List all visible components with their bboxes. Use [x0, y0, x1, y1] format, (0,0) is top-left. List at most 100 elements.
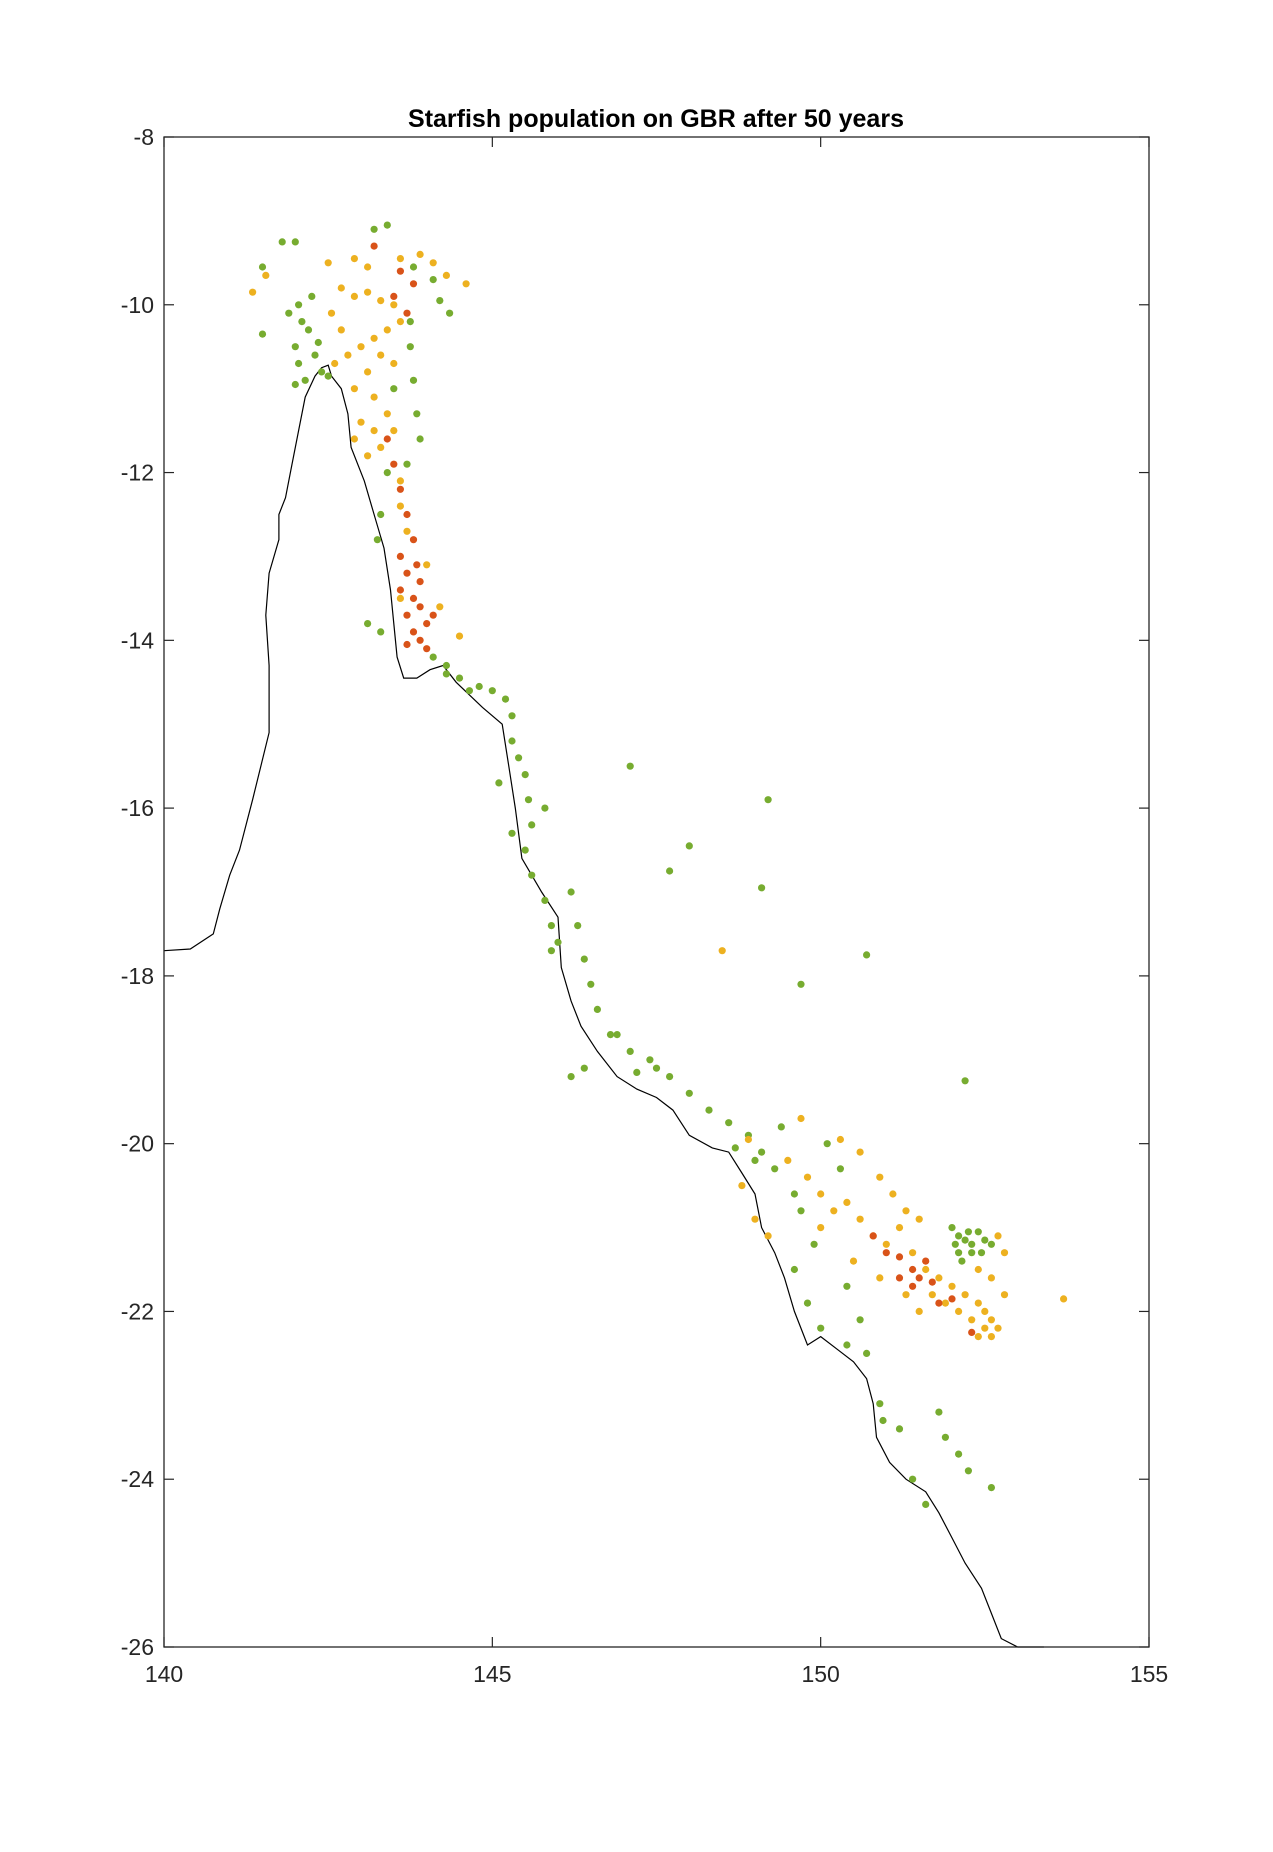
data-point-red [409, 628, 418, 636]
data-point-yellow [941, 1299, 950, 1307]
data-point-green [587, 980, 595, 988]
data-point-green [413, 410, 421, 418]
coastline [163, 364, 1044, 1648]
data-point-green [646, 1056, 654, 1064]
data-point-green [626, 762, 634, 770]
data-point-green [567, 888, 575, 896]
chart-title: Starfish population on GBR after 50 year… [408, 105, 904, 133]
data-point-yellow [390, 301, 398, 309]
data-point-yellow [856, 1215, 864, 1223]
data-point-yellow [843, 1198, 851, 1206]
data-point-yellow [1060, 1295, 1068, 1303]
data-point-red [403, 569, 411, 577]
data-point-green [409, 376, 418, 384]
data-point-yellow [915, 1215, 923, 1223]
data-point-yellow [994, 1232, 1002, 1240]
data-point-yellow [987, 1274, 996, 1282]
data-point-green [429, 653, 437, 661]
data-point-red [948, 1295, 956, 1303]
data-point-green [606, 1031, 615, 1039]
data-point-yellow [935, 1274, 943, 1282]
data-point-green [295, 301, 303, 309]
data-point-yellow [396, 477, 404, 485]
y-tick-label: -26 [121, 1634, 154, 1660]
data-point-yellow [817, 1224, 825, 1232]
data-point-green [291, 238, 299, 246]
data-point-green [370, 225, 378, 233]
data-point-green [324, 372, 332, 380]
data-point-yellow [455, 632, 464, 640]
data-point-green [508, 712, 516, 720]
axes-layer: 140 145 150 155 -8 -10 -12 -14 -16 -18 -20 -22 -24 -2… [121, 124, 1168, 1687]
data-point-yellow [836, 1135, 845, 1144]
data-point-green [955, 1232, 963, 1240]
data-point-green [968, 1249, 976, 1257]
data-point-green [383, 469, 391, 477]
data-point-yellow [889, 1190, 897, 1198]
data-point-yellow [817, 1190, 825, 1198]
data-point-green [955, 1450, 963, 1458]
data-point-yellow [262, 271, 270, 279]
data-point-yellow [1000, 1249, 1009, 1257]
data-point-green [390, 385, 398, 393]
data-point-red [968, 1328, 976, 1336]
data-point-green [524, 796, 533, 804]
data-point-yellow [383, 326, 391, 334]
data-point-green [508, 737, 516, 745]
data-point-green [797, 1207, 805, 1215]
data-point-green [406, 318, 414, 326]
data-point-green [501, 695, 510, 703]
data-point-yellow [902, 1207, 910, 1215]
data-point-green [364, 620, 372, 628]
data-point-yellow [462, 280, 470, 288]
data-point-green [554, 938, 562, 946]
x-tick-label: 145 [473, 1661, 511, 1687]
data-point-green [941, 1433, 950, 1441]
data-point-red [370, 242, 378, 250]
data-point-green [301, 376, 309, 384]
data-point-yellow [442, 271, 450, 279]
data-point-red [935, 1299, 943, 1307]
data-point-green [758, 884, 766, 892]
data-point-yellow [390, 359, 398, 368]
data-point-red [390, 292, 398, 300]
data-point-yellow [830, 1207, 838, 1215]
data-point-red [869, 1232, 877, 1240]
data-point-yellow [350, 255, 358, 263]
data-point-yellow [364, 263, 372, 271]
data-point-yellow [856, 1148, 864, 1156]
y-tick-label: -20 [121, 1131, 154, 1157]
data-point-yellow [981, 1324, 989, 1332]
data-point-green [810, 1240, 818, 1248]
data-point-green [633, 1068, 641, 1076]
data-point-yellow [961, 1291, 969, 1299]
data-point-green [817, 1324, 825, 1332]
data-point-yellow [764, 1232, 772, 1240]
data-point-green [751, 1156, 759, 1164]
data-point-red [396, 267, 404, 275]
data-point-yellow [876, 1173, 884, 1181]
data-point-yellow [357, 418, 365, 426]
data-point-yellow [350, 435, 358, 443]
data-point-green [409, 263, 418, 271]
data-point-yellow [974, 1265, 982, 1274]
data-point-red [909, 1265, 917, 1274]
data-point-green [455, 674, 464, 682]
data-point-green [593, 1005, 602, 1014]
data-point-green [771, 1165, 779, 1173]
data-point-yellow [370, 334, 378, 342]
data-point-red [396, 552, 404, 561]
data-point-green [797, 980, 805, 988]
data-point-yellow [784, 1156, 792, 1164]
data-point-green [436, 297, 444, 305]
data-point-yellow [403, 527, 411, 535]
data-point-green [731, 1144, 739, 1152]
data-point-green [764, 796, 772, 804]
data-point-green [863, 951, 871, 959]
data-point-yellow [370, 427, 378, 435]
data-point-green [377, 628, 385, 636]
data-point-green [705, 1106, 713, 1114]
data-point-green [803, 1299, 812, 1307]
data-point-red [416, 603, 424, 611]
data-point-green [475, 682, 483, 691]
